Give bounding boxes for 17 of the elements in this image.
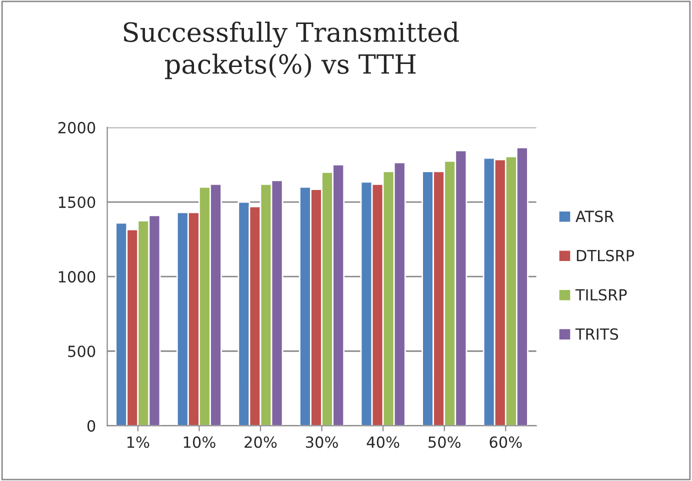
x-tick-label: 30% (306, 436, 338, 448)
legend-label: ATSR (576, 210, 614, 222)
x-tick-label: 10% (184, 436, 216, 448)
x-tick-label: 60% (490, 436, 522, 448)
legend-label: DTLSRP (576, 250, 634, 262)
x-tick-label: 50% (428, 436, 460, 448)
x-tick-label: 20% (244, 436, 277, 448)
x-tick-label: 40% (366, 436, 400, 448)
chart-title: Successfully Transmitted packets(%) vs TTH (124, 22, 459, 80)
y-tick-label: 0 (87, 420, 96, 432)
legend-label: TILSRP (575, 289, 627, 301)
y-tick-label: 1500 (58, 196, 96, 208)
legend-label: TRITS (575, 328, 618, 340)
y-tick-label: 1000 (58, 271, 96, 283)
y-tick-label: 500 (68, 346, 96, 358)
y-tick-label: 2000 (58, 122, 96, 134)
x-tick-label: 1% (127, 436, 150, 448)
